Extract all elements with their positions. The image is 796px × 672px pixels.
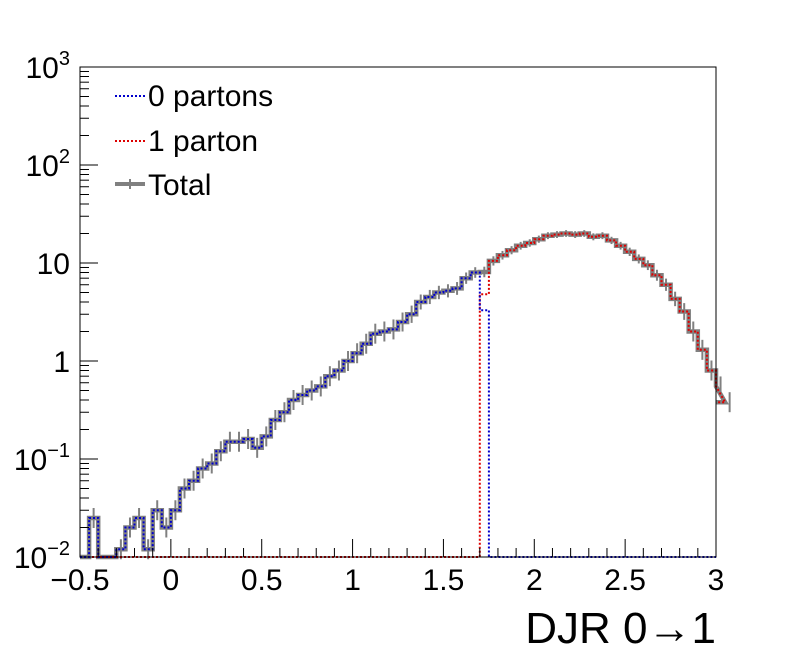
y-tick-label: 103 <box>26 48 71 85</box>
y-tick-label: 10−1 <box>14 440 70 477</box>
legend-label-total: Total <box>148 169 211 202</box>
legend-entry-total: Total <box>115 169 211 202</box>
x-tick-label: 1 <box>344 564 361 597</box>
legend: 0 partons 1 parton Total <box>115 80 273 202</box>
x-tick-label: 2.5 <box>604 564 646 597</box>
legend-label-1-parton: 1 parton <box>148 125 258 158</box>
axis-ticks <box>79 70 717 558</box>
x-tick-label: −0.5 <box>50 564 109 597</box>
y-tick-label: 10 <box>37 248 70 281</box>
legend-label-0-partons: 0 partons <box>148 80 273 113</box>
x-axis-label: DJR 0→1 <box>525 604 716 653</box>
x-tick-label: 3 <box>708 564 725 597</box>
series-line-0-partons <box>80 271 716 558</box>
x-tick-label: 0 <box>163 564 180 597</box>
plot-frame <box>79 66 717 558</box>
x-tick-label: 1.5 <box>423 564 465 597</box>
x-tick-label: 2 <box>526 564 543 597</box>
series-line-total <box>80 231 729 560</box>
y-tick-label: 10−2 <box>14 538 70 575</box>
x-tick-label: 0.5 <box>241 564 283 597</box>
legend-entry-1-parton: 1 parton <box>115 125 258 158</box>
y-tick-label: 1 <box>53 346 70 379</box>
series-layer <box>80 230 731 560</box>
y-tick-label: 102 <box>26 146 71 183</box>
x-tick-labels: −0.5 0 0.5 1 1.5 2 2.5 3 <box>50 564 724 597</box>
legend-entry-0-partons: 0 partons <box>115 80 273 113</box>
y-tick-labels: 10−2 10−1 1 10 102 103 <box>14 48 70 575</box>
